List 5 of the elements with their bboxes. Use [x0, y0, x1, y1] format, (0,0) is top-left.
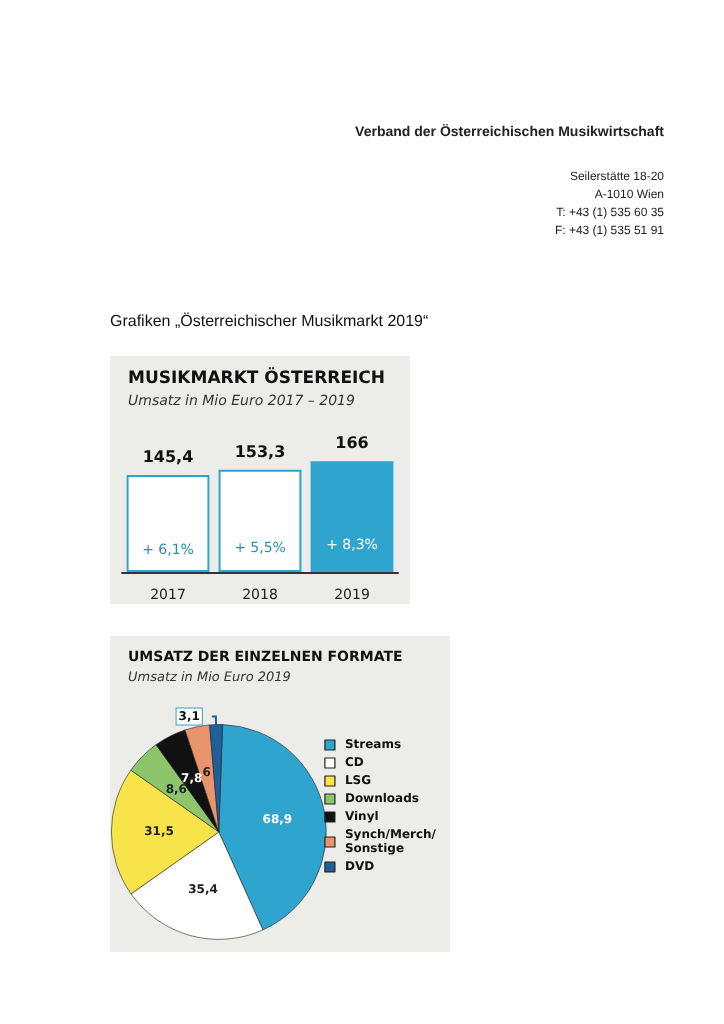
- chart-title: MUSIKMARKT ÖSTERREICH: [128, 367, 386, 389]
- data-label: 166: [335, 434, 370, 453]
- text: Grafiken „Österreichischer Musikmarkt 2019“: [110, 312, 429, 330]
- data-label: 153,3: [234, 442, 286, 461]
- data-label: 145,4: [142, 448, 195, 467]
